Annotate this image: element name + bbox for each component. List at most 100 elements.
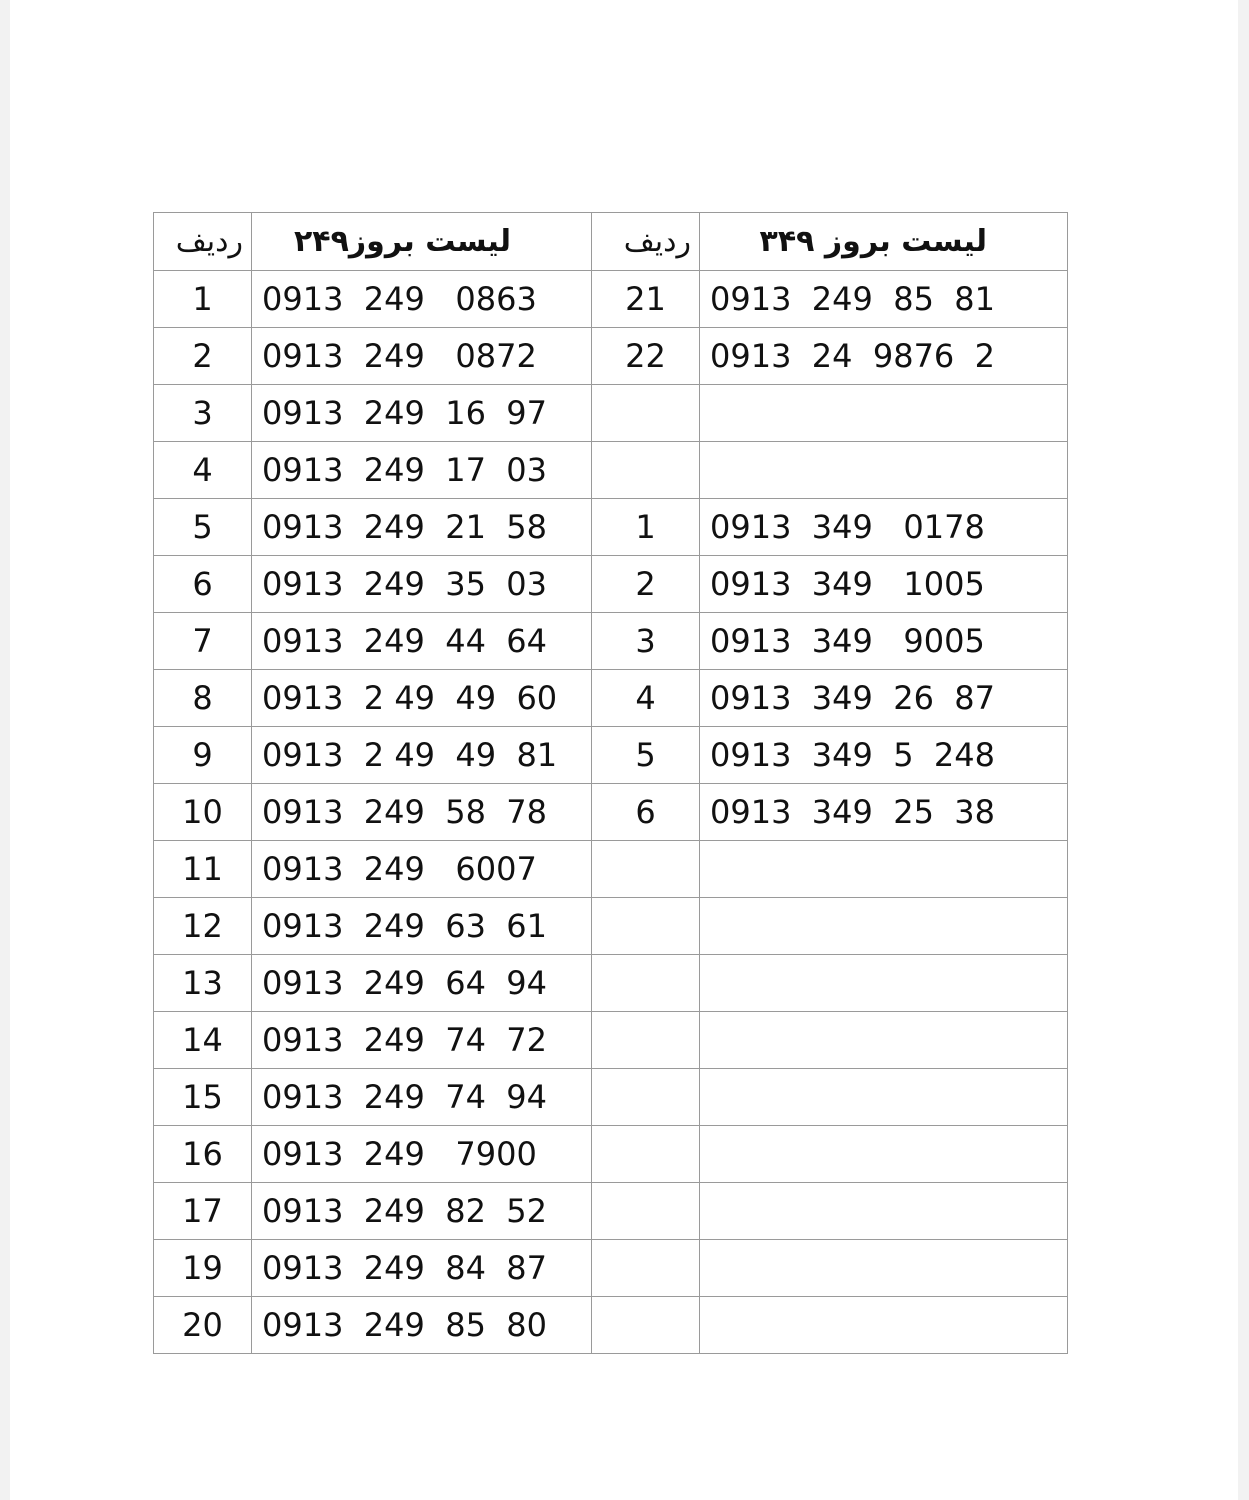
left-phone-number: 0913 249 58 78 [251,783,592,841]
left-row-index: 12 [153,897,252,955]
table-row: 6 0913 249 35 03 2 0913 349 1005 [153,555,1068,613]
table-row: 2 0913 249 0872 22 0913 24 9876 2 [153,327,1068,385]
right-phone-number: 0913 349 0178 [699,498,1068,556]
table-row: 19 0913 249 84 87 [153,1239,1068,1297]
right-title-header: لیست بروز ۳۴۹ [699,212,1068,271]
table-row: 1 0913 249 0863 21 0913 249 85 81 [153,270,1068,328]
right-phone-number [699,441,1068,499]
right-phone-number [699,1182,1068,1240]
left-phone-number: 0913 249 16 97 [251,384,592,442]
left-row-index: 15 [153,1068,252,1126]
table-row: 12 0913 249 63 61 [153,897,1068,955]
right-row-index [591,954,700,1012]
right-phone-number [699,954,1068,1012]
left-row-index: 20 [153,1296,252,1354]
left-row-index: 3 [153,384,252,442]
table-row: 5 0913 249 21 58 1 0913 349 0178 [153,498,1068,556]
right-row-label-header: ردیف [591,212,700,271]
right-row-index: 2 [591,555,700,613]
table-row: 15 0913 249 74 94 [153,1068,1068,1126]
right-row-index [591,1125,700,1183]
right-phone-number: 0913 349 1005 [699,555,1068,613]
right-row-index [591,1239,700,1297]
table-row: 13 0913 249 64 94 [153,954,1068,1012]
header-row: ردیف لیست بروز۲۴۹ ردیف لیست بروز ۳۴۹ [153,212,1068,271]
left-phone-number: 0913 249 6007 [251,840,592,898]
right-row-index: 21 [591,270,700,328]
right-row-index: 22 [591,327,700,385]
left-row-index: 7 [153,612,252,670]
left-phone-number: 0913 249 0872 [251,327,592,385]
left-phone-number: 0913 249 44 64 [251,612,592,670]
left-row-index: 4 [153,441,252,499]
right-row-index [591,1068,700,1126]
right-row-index: 6 [591,783,700,841]
right-row-index [591,840,700,898]
table-row: 3 0913 249 16 97 [153,384,1068,442]
left-phone-number: 0913 249 64 94 [251,954,592,1012]
right-phone-number: 0913 24 9876 2 [699,327,1068,385]
right-row-index: 5 [591,726,700,784]
table-row: 10 0913 249 58 78 6 0913 349 25 38 [153,783,1068,841]
right-row-index [591,1296,700,1354]
right-row-index [591,897,700,955]
table-row: 17 0913 249 82 52 [153,1182,1068,1240]
right-phone-number: 0913 349 5 248 [699,726,1068,784]
left-phone-number: 0913 249 17 03 [251,441,592,499]
left-phone-number: 0913 249 63 61 [251,897,592,955]
left-row-index: 14 [153,1011,252,1069]
right-phone-number [699,1068,1068,1126]
right-phone-number [699,897,1068,955]
left-row-index: 10 [153,783,252,841]
phone-list-table: ردیف لیست بروز۲۴۹ ردیف لیست بروز ۳۴۹ 1 09… [153,212,1068,1354]
left-row-index: 19 [153,1239,252,1297]
table-row: 9 0913 2 49 49 81 5 0913 349 5 248 [153,726,1068,784]
left-row-index: 17 [153,1182,252,1240]
left-row-index: 2 [153,327,252,385]
right-phone-number: 0913 349 26 87 [699,669,1068,727]
left-phone-number: 0913 249 35 03 [251,555,592,613]
right-phone-number: 0913 349 9005 [699,612,1068,670]
right-phone-number: 0913 249 85 81 [699,270,1068,328]
right-phone-number [699,1125,1068,1183]
left-phone-number: 0913 249 74 72 [251,1011,592,1069]
table-row: 7 0913 249 44 64 3 0913 349 9005 [153,612,1068,670]
left-phone-number: 0913 249 84 87 [251,1239,592,1297]
left-row-index: 13 [153,954,252,1012]
left-phone-number: 0913 2 49 49 81 [251,726,592,784]
right-row-index: 1 [591,498,700,556]
left-phone-number: 0913 2 49 49 60 [251,669,592,727]
table-row: 14 0913 249 74 72 [153,1011,1068,1069]
table-row: 16 0913 249 7900 [153,1125,1068,1183]
table-row: 11 0913 249 6007 [153,840,1068,898]
right-phone-number [699,384,1068,442]
left-phone-number: 0913 249 82 52 [251,1182,592,1240]
left-row-index: 16 [153,1125,252,1183]
left-row-label-header: ردیف [153,212,252,271]
left-row-index: 5 [153,498,252,556]
left-phone-number: 0913 249 74 94 [251,1068,592,1126]
right-phone-number [699,1296,1068,1354]
right-phone-number [699,840,1068,898]
right-row-index: 4 [591,669,700,727]
left-phone-number: 0913 249 21 58 [251,498,592,556]
right-row-index [591,384,700,442]
left-row-index: 8 [153,669,252,727]
right-row-index [591,1182,700,1240]
table-row: 8 0913 2 49 49 60 4 0913 349 26 87 [153,669,1068,727]
right-row-index [591,441,700,499]
left-phone-number: 0913 249 7900 [251,1125,592,1183]
left-title-header: لیست بروز۲۴۹ [251,212,592,271]
right-phone-number [699,1239,1068,1297]
right-row-index [591,1011,700,1069]
left-row-index: 6 [153,555,252,613]
left-row-index: 9 [153,726,252,784]
right-phone-number [699,1011,1068,1069]
table-row: 4 0913 249 17 03 [153,441,1068,499]
left-row-index: 1 [153,270,252,328]
left-phone-number: 0913 249 85 80 [251,1296,592,1354]
right-row-index: 3 [591,612,700,670]
table-row: 20 0913 249 85 80 [153,1296,1068,1354]
left-phone-number: 0913 249 0863 [251,270,592,328]
left-row-index: 11 [153,840,252,898]
